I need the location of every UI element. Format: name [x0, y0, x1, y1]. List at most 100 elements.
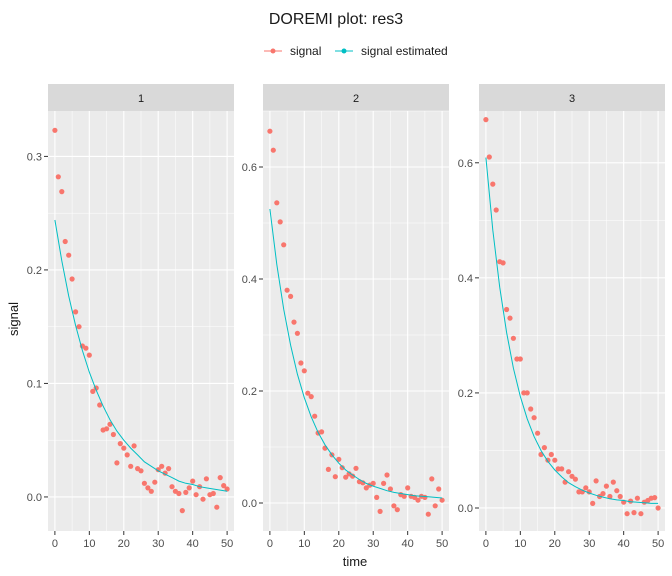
legend: signal signal estimated — [264, 44, 448, 58]
signal-point — [425, 511, 431, 517]
y-tick-label: 0.1 — [27, 378, 42, 390]
signal-point — [319, 429, 325, 435]
signal-point — [62, 238, 68, 245]
strip-1 — [48, 84, 234, 111]
signal-point — [384, 472, 390, 478]
signal-point — [631, 509, 637, 516]
signal-point — [517, 356, 523, 362]
signal-point — [332, 474, 338, 480]
signal-point — [569, 473, 575, 479]
signal-point — [405, 485, 411, 491]
signal-point — [610, 479, 616, 485]
signal-point — [270, 147, 276, 153]
signal-point — [374, 494, 380, 500]
signal-point — [524, 390, 530, 396]
signal-point — [652, 495, 658, 501]
signal-point — [541, 445, 548, 451]
signal-point — [305, 390, 311, 396]
x-tick-label: 50 — [436, 538, 448, 550]
signal-point — [566, 469, 572, 475]
signal-point — [325, 466, 331, 472]
signal-point — [593, 478, 599, 484]
signal-point — [124, 452, 130, 458]
signal-point — [370, 480, 376, 486]
signal-point — [583, 485, 589, 491]
chart-title: DOREMI plot: res3 — [269, 11, 403, 28]
signal-point — [486, 154, 492, 160]
strip-label-3: 3 — [569, 93, 575, 105]
y-tick-label: 0.0 — [458, 503, 473, 515]
y-tick-label: 0.6 — [242, 162, 257, 174]
y-tick-label: 0.4 — [458, 273, 473, 285]
signal-point — [617, 493, 623, 500]
signal-point — [110, 431, 116, 438]
signal-point — [190, 478, 196, 484]
signal-point — [107, 421, 113, 427]
signal-point — [439, 497, 445, 503]
legend-label-signal: signal — [290, 44, 321, 58]
signal-point — [131, 443, 137, 449]
signal-point — [128, 463, 134, 469]
signal-point — [493, 207, 499, 213]
x-axis-title: time — [343, 554, 368, 569]
signal-point — [528, 406, 534, 412]
signal-point — [294, 330, 300, 336]
legend-point-signal — [270, 48, 276, 54]
signal-point — [224, 486, 230, 492]
signal-point — [510, 335, 516, 341]
signal-point — [284, 287, 290, 293]
signal-point — [166, 466, 172, 472]
signal-point — [607, 493, 613, 500]
signal-point — [267, 128, 273, 134]
signal-point — [504, 306, 510, 313]
strip-label-2: 2 — [353, 93, 359, 105]
x-tick-label: 40 — [618, 538, 630, 550]
signal-point — [483, 117, 489, 123]
signal-point — [350, 473, 356, 479]
signal-point — [114, 460, 120, 466]
signal-point — [176, 490, 182, 497]
signal-point — [490, 181, 496, 187]
signal-point — [353, 465, 359, 471]
panel-3: 30 10 20 30 40 500.00.20.40.6 — [458, 84, 665, 550]
signal-point — [288, 293, 294, 299]
strip-label-1: 1 — [138, 93, 144, 105]
x-tick-label: 30 — [367, 538, 379, 550]
signal-point — [274, 200, 280, 206]
legend-point-signal-estimated — [341, 48, 347, 54]
panel-1: 10 10 20 30 40 500.00.10.20.3 — [27, 84, 234, 550]
x-tick-label: 20 — [549, 538, 561, 550]
x-tick-label: 20 — [118, 538, 130, 550]
signal-point — [391, 503, 397, 509]
x-tick-label: 10 — [298, 538, 310, 550]
estimated-line-3 — [485, 157, 659, 504]
signal-point — [429, 476, 435, 482]
signal-point — [179, 508, 185, 514]
signal-point — [90, 388, 96, 394]
legend-item-signal: signal — [264, 44, 321, 58]
signal-point — [169, 484, 175, 490]
signal-point — [312, 413, 318, 419]
signal-point — [86, 352, 92, 358]
signal-point — [624, 511, 630, 517]
estimated-line-1 — [54, 219, 228, 492]
signal-point — [210, 490, 216, 497]
signal-point — [603, 483, 610, 489]
signal-point — [193, 492, 199, 498]
signal-point — [535, 430, 541, 436]
signal-point — [394, 507, 400, 513]
signal-point — [381, 480, 387, 486]
y-axis-title: signal — [6, 302, 21, 336]
signal-point — [308, 394, 314, 400]
signal-point — [552, 457, 558, 463]
signal-point — [336, 456, 342, 462]
signal-point — [339, 465, 345, 471]
signal-point — [69, 276, 75, 282]
signal-point — [200, 496, 206, 502]
signal-point — [141, 480, 147, 486]
signal-point — [291, 319, 297, 325]
x-tick-label: 10 — [83, 538, 95, 550]
y-tick-label: 0.0 — [27, 492, 42, 504]
signal-point — [148, 488, 154, 494]
signal-point — [387, 486, 393, 492]
